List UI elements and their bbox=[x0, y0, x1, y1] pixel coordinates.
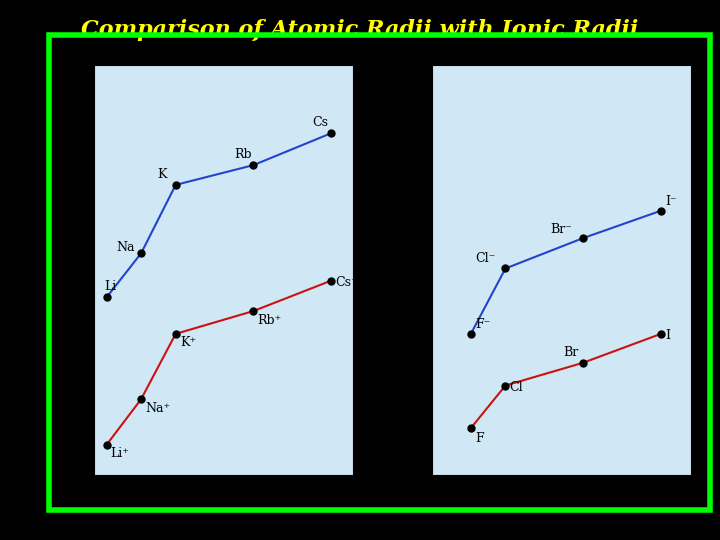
X-axis label: Atomic number: Atomic number bbox=[174, 501, 272, 514]
Point bbox=[500, 264, 511, 273]
Text: Cs⁺: Cs⁺ bbox=[336, 276, 358, 289]
Text: I⁻: I⁻ bbox=[665, 195, 677, 208]
Y-axis label: Radius (pm): Radius (pm) bbox=[382, 231, 395, 309]
Point bbox=[135, 395, 147, 403]
Text: K⁺: K⁺ bbox=[180, 336, 196, 349]
Text: K: K bbox=[158, 168, 167, 181]
X-axis label: Atomic number: Atomic number bbox=[513, 501, 611, 514]
Point bbox=[465, 329, 477, 338]
Point bbox=[101, 293, 112, 302]
Text: Na⁺: Na⁺ bbox=[145, 402, 171, 415]
Point bbox=[170, 180, 181, 189]
Text: Cl⁻: Cl⁻ bbox=[475, 252, 495, 265]
Text: Cs: Cs bbox=[312, 116, 328, 129]
Text: Li⁺: Li⁺ bbox=[111, 447, 130, 460]
Text: Comparison of Atomic Radii with Ionic Radii: Comparison of Atomic Radii with Ionic Ra… bbox=[81, 19, 639, 41]
Text: Na: Na bbox=[116, 240, 135, 253]
Point bbox=[101, 441, 112, 449]
Text: Br⁻: Br⁻ bbox=[550, 222, 572, 235]
Text: Rb⁺: Rb⁺ bbox=[258, 314, 282, 327]
Point bbox=[325, 129, 337, 138]
Text: Li: Li bbox=[104, 280, 116, 293]
Point bbox=[248, 161, 259, 170]
Point bbox=[135, 249, 147, 258]
Point bbox=[655, 206, 667, 215]
Text: I: I bbox=[665, 329, 670, 342]
Text: F: F bbox=[475, 432, 484, 445]
Text: F⁻: F⁻ bbox=[475, 318, 490, 331]
Point bbox=[170, 329, 181, 338]
Point bbox=[655, 329, 667, 338]
Point bbox=[577, 234, 589, 242]
Point bbox=[577, 359, 589, 367]
Point bbox=[500, 381, 511, 390]
Point bbox=[248, 307, 259, 315]
Text: Rb: Rb bbox=[234, 148, 251, 161]
Y-axis label: Radius (pm): Radius (pm) bbox=[43, 231, 56, 309]
Point bbox=[325, 276, 337, 285]
Text: Cl: Cl bbox=[510, 381, 523, 394]
Text: Br: Br bbox=[564, 346, 579, 359]
Point bbox=[465, 424, 477, 433]
